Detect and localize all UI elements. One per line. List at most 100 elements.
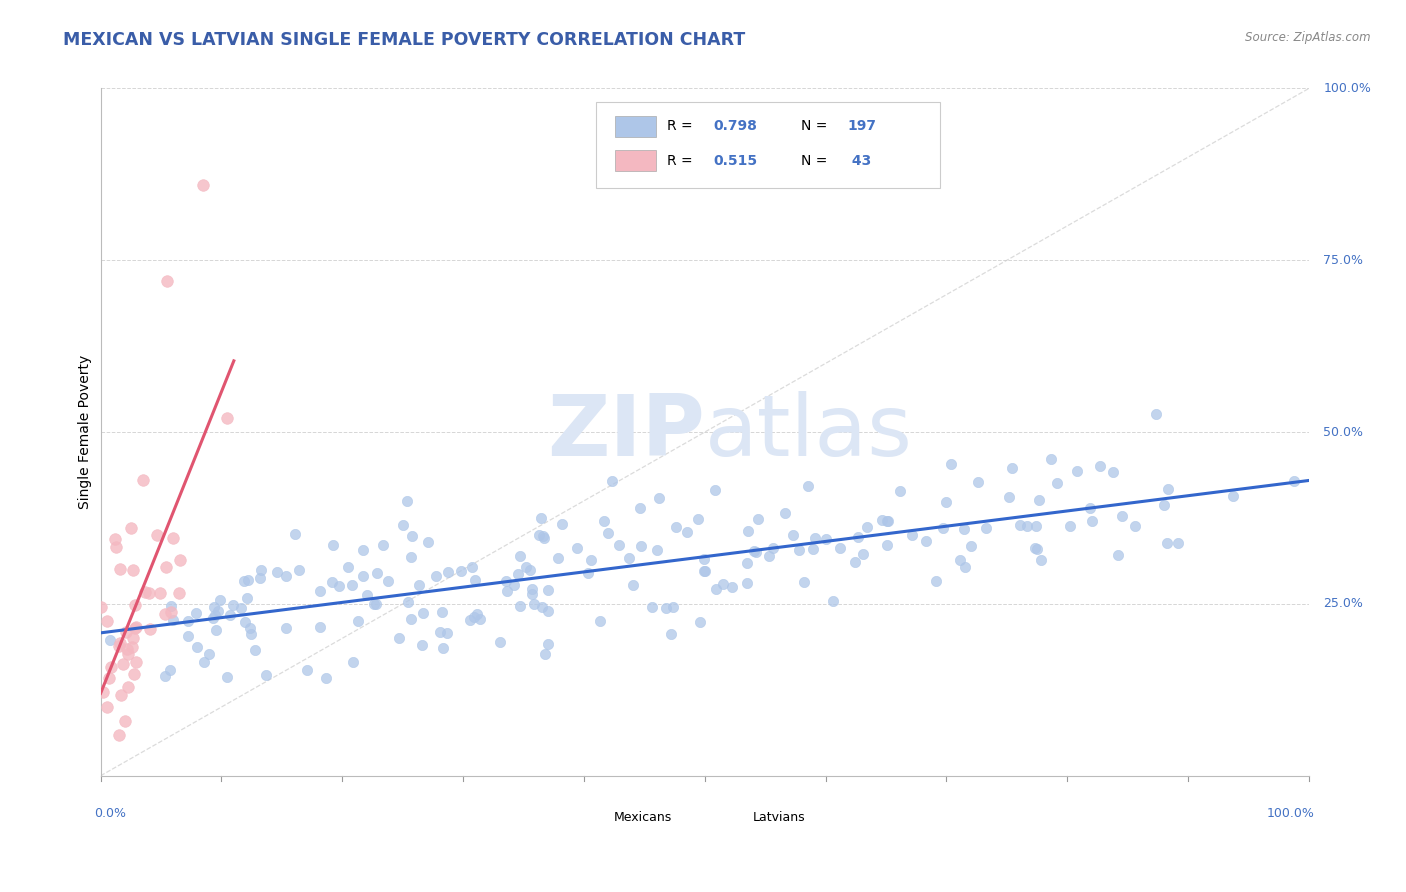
Point	[96, 700, 118, 714]
Point	[551, 517, 574, 532]
Point	[852, 547, 875, 561]
Point	[523, 597, 546, 611]
Point	[593, 514, 616, 528]
Point	[617, 550, 640, 565]
Point	[266, 565, 288, 579]
Point	[91, 685, 114, 699]
Point	[787, 543, 810, 558]
Point	[139, 622, 162, 636]
Point	[132, 473, 155, 487]
Point	[745, 545, 768, 559]
Point	[470, 612, 492, 626]
Point	[231, 601, 253, 615]
Point	[1024, 541, 1046, 555]
Point	[721, 580, 744, 594]
Point	[363, 597, 385, 611]
Point	[1025, 518, 1047, 533]
Point	[1029, 553, 1052, 567]
Text: 0.798: 0.798	[713, 120, 756, 133]
Point	[974, 520, 997, 534]
Point	[855, 520, 877, 534]
Point	[1144, 407, 1167, 421]
Point	[288, 563, 311, 577]
Point	[488, 635, 510, 649]
Point	[122, 667, 145, 681]
Text: N =: N =	[801, 153, 832, 168]
Point	[198, 647, 221, 661]
FancyBboxPatch shape	[703, 809, 742, 825]
Point	[1153, 498, 1175, 512]
Point	[536, 582, 558, 597]
Point	[112, 657, 135, 672]
Point	[803, 532, 825, 546]
Point	[1078, 500, 1101, 515]
Text: 100.0%: 100.0%	[1323, 82, 1371, 95]
Point	[565, 541, 588, 555]
Point	[254, 668, 277, 682]
Point	[1010, 517, 1032, 532]
Point	[527, 528, 550, 542]
Point	[744, 543, 766, 558]
Point	[758, 549, 780, 563]
Point	[925, 574, 948, 588]
Point	[222, 599, 245, 613]
Point	[138, 585, 160, 599]
Point	[589, 614, 612, 628]
Point	[773, 506, 796, 520]
Point	[648, 491, 671, 505]
Point	[204, 607, 226, 622]
Text: Source: ZipAtlas.com: Source: ZipAtlas.com	[1246, 31, 1371, 45]
Point	[353, 569, 375, 583]
Point	[408, 578, 430, 592]
Point	[149, 586, 172, 600]
Point	[429, 625, 451, 640]
Point	[576, 566, 599, 581]
Point	[134, 585, 156, 599]
Point	[1282, 475, 1305, 489]
Point	[997, 491, 1019, 505]
Point	[155, 559, 177, 574]
Point	[205, 623, 228, 637]
Point	[876, 514, 898, 528]
Point	[509, 599, 531, 614]
Point	[693, 564, 716, 578]
Point	[531, 529, 554, 543]
Point	[274, 569, 297, 583]
Point	[114, 624, 136, 639]
Point	[315, 671, 337, 685]
Point	[437, 565, 460, 579]
Point	[114, 714, 136, 728]
Point	[889, 484, 911, 499]
Point	[399, 612, 422, 626]
Point	[295, 663, 318, 677]
Point	[579, 553, 602, 567]
Point	[519, 563, 541, 577]
Point	[530, 511, 553, 525]
Point	[159, 664, 181, 678]
Text: R =: R =	[668, 120, 697, 133]
Point	[688, 512, 710, 526]
Text: atlas: atlas	[704, 391, 912, 474]
Point	[1101, 466, 1123, 480]
Point	[503, 577, 526, 591]
Point	[239, 620, 262, 634]
Point	[122, 563, 145, 577]
Point	[1066, 464, 1088, 478]
Point	[97, 671, 120, 685]
Point	[537, 637, 560, 651]
Point	[155, 607, 177, 622]
Point	[117, 642, 139, 657]
Text: 43: 43	[848, 153, 872, 168]
Point	[249, 571, 271, 585]
Point	[100, 660, 122, 674]
Point	[117, 647, 139, 661]
Text: 0.515: 0.515	[713, 153, 758, 168]
Point	[274, 621, 297, 635]
Point	[110, 636, 132, 650]
Point	[735, 575, 758, 590]
Point	[328, 579, 350, 593]
Point	[953, 522, 976, 536]
Point	[145, 528, 167, 542]
Point	[309, 583, 332, 598]
Point	[1028, 493, 1050, 508]
